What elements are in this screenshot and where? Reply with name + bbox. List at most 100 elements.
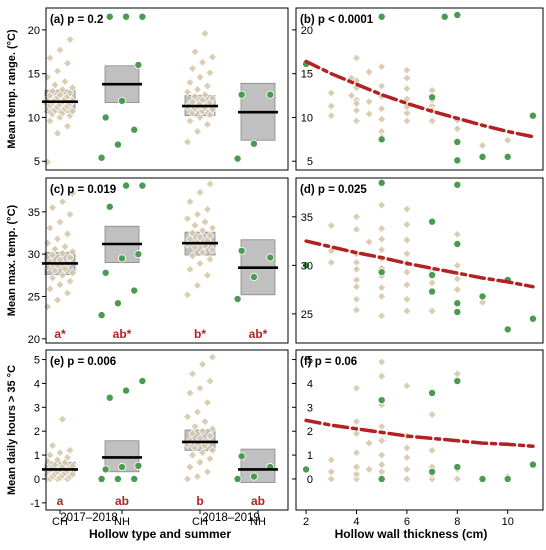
- data-point-ch: [377, 400, 387, 410]
- data-point-ch: [377, 104, 387, 114]
- data-point-ch: [187, 251, 198, 261]
- data-point-ch: [326, 101, 336, 111]
- x-tick-label: 8: [454, 516, 460, 528]
- data-point-ch: [351, 53, 362, 63]
- significance-letter: ab: [251, 494, 265, 508]
- y-tick-label: 20: [28, 25, 40, 37]
- data-point-ch: [187, 429, 198, 439]
- data-point-ch: [45, 450, 55, 460]
- y-tick-label: 4: [307, 378, 313, 390]
- data-point-ch: [351, 429, 362, 439]
- data-point-ch: [200, 417, 210, 427]
- data-point-ch: [190, 91, 200, 102]
- data-point-nh: [428, 271, 437, 280]
- data-point-ch: [67, 106, 78, 116]
- data-point-nh: [113, 474, 122, 483]
- panel-tag: (a) p = 0.2: [50, 14, 103, 26]
- data-point-ch: [187, 450, 198, 460]
- data-point-ch: [377, 81, 387, 91]
- data-point-ch: [187, 63, 198, 73]
- y-tick-label: 35: [28, 207, 40, 219]
- data-point-ch: [192, 472, 203, 482]
- data-point-ch: [42, 72, 53, 82]
- data-point-nh: [302, 261, 311, 270]
- year-label-2018: 2018–2019: [202, 512, 260, 524]
- data-point-nh: [453, 11, 462, 20]
- data-point-ch: [62, 288, 73, 298]
- data-point-ch: [377, 200, 387, 210]
- year-label-2017: 2017–2018: [60, 512, 118, 524]
- x-tick-label: 6: [404, 516, 410, 528]
- data-point-ch: [57, 248, 68, 258]
- data-point-ch: [364, 438, 374, 448]
- data-point-ch: [65, 252, 75, 263]
- data-point-nh: [266, 90, 275, 99]
- data-point-ch: [207, 352, 218, 362]
- trend-line: [304, 418, 535, 448]
- data-point-nh: [101, 268, 110, 277]
- data-point-ch: [187, 369, 198, 379]
- panel-frame: [45, 177, 289, 344]
- data-point-ch: [452, 369, 462, 379]
- data-point-nh: [428, 388, 437, 397]
- data-point-ch: [57, 270, 68, 280]
- y-axis-title: Mean temp. range. (°C): [6, 29, 18, 149]
- data-point-nh: [440, 12, 449, 21]
- data-point-ch: [402, 381, 412, 391]
- panel-frame: [295, 177, 544, 344]
- right-x-axis-title: Hollow wall thickness (cm): [335, 527, 488, 541]
- data-point-ch: [62, 58, 73, 68]
- data-point-ch: [402, 267, 412, 277]
- x-tick-label: 2: [303, 516, 309, 528]
- data-point-ch: [351, 417, 362, 427]
- data-point-ch: [202, 81, 213, 91]
- data-point-ch: [427, 85, 437, 95]
- data-point-ch: [351, 305, 362, 315]
- y-tick-label: 3: [34, 402, 40, 414]
- data-point-ch: [197, 426, 208, 436]
- data-point-ch: [52, 295, 63, 305]
- data-point-ch: [50, 80, 60, 90]
- data-point-ch: [377, 357, 387, 367]
- data-point-ch: [42, 238, 53, 248]
- data-point-ch: [427, 306, 437, 316]
- trend-line: [304, 239, 535, 289]
- data-point-ch: [195, 187, 205, 197]
- data-point-ch: [45, 116, 55, 126]
- data-point-ch: [207, 93, 218, 103]
- data-point-nh: [377, 135, 386, 144]
- data-point-ch: [60, 76, 70, 87]
- data-point-nh: [134, 461, 143, 470]
- data-point-ch: [205, 68, 215, 78]
- data-point-ch: [452, 474, 462, 484]
- data-point-nh: [302, 465, 311, 474]
- y-tick-label: 25: [28, 291, 40, 303]
- data-point-ch: [182, 87, 193, 97]
- data-point-ch: [62, 229, 73, 239]
- data-point-ch: [65, 276, 75, 286]
- panel-frame: [295, 7, 544, 171]
- data-point-ch: [377, 234, 387, 244]
- data-point-ch: [377, 421, 387, 431]
- data-point-ch: [192, 84, 203, 95]
- data-point-ch: [205, 179, 215, 189]
- y-tick-label: 35: [301, 212, 313, 224]
- data-point-ch: [67, 247, 78, 257]
- data-point-ch: [427, 116, 437, 126]
- data-point-nh: [453, 377, 462, 386]
- data-point-ch: [197, 359, 208, 369]
- data-point-nh: [428, 93, 437, 102]
- data-point-ch: [195, 72, 205, 82]
- data-point-ch: [377, 114, 387, 124]
- data-point-ch: [402, 306, 412, 316]
- data-point-ch: [50, 244, 60, 254]
- data-point-ch: [377, 460, 387, 470]
- data-point-nh: [528, 314, 537, 323]
- data-point-ch: [351, 462, 362, 472]
- data-point-ch: [67, 268, 78, 278]
- data-point-nh: [453, 156, 462, 165]
- data-point-ch: [185, 388, 195, 398]
- p-value: p < 0.0001: [318, 14, 374, 26]
- data-point-nh: [97, 153, 106, 162]
